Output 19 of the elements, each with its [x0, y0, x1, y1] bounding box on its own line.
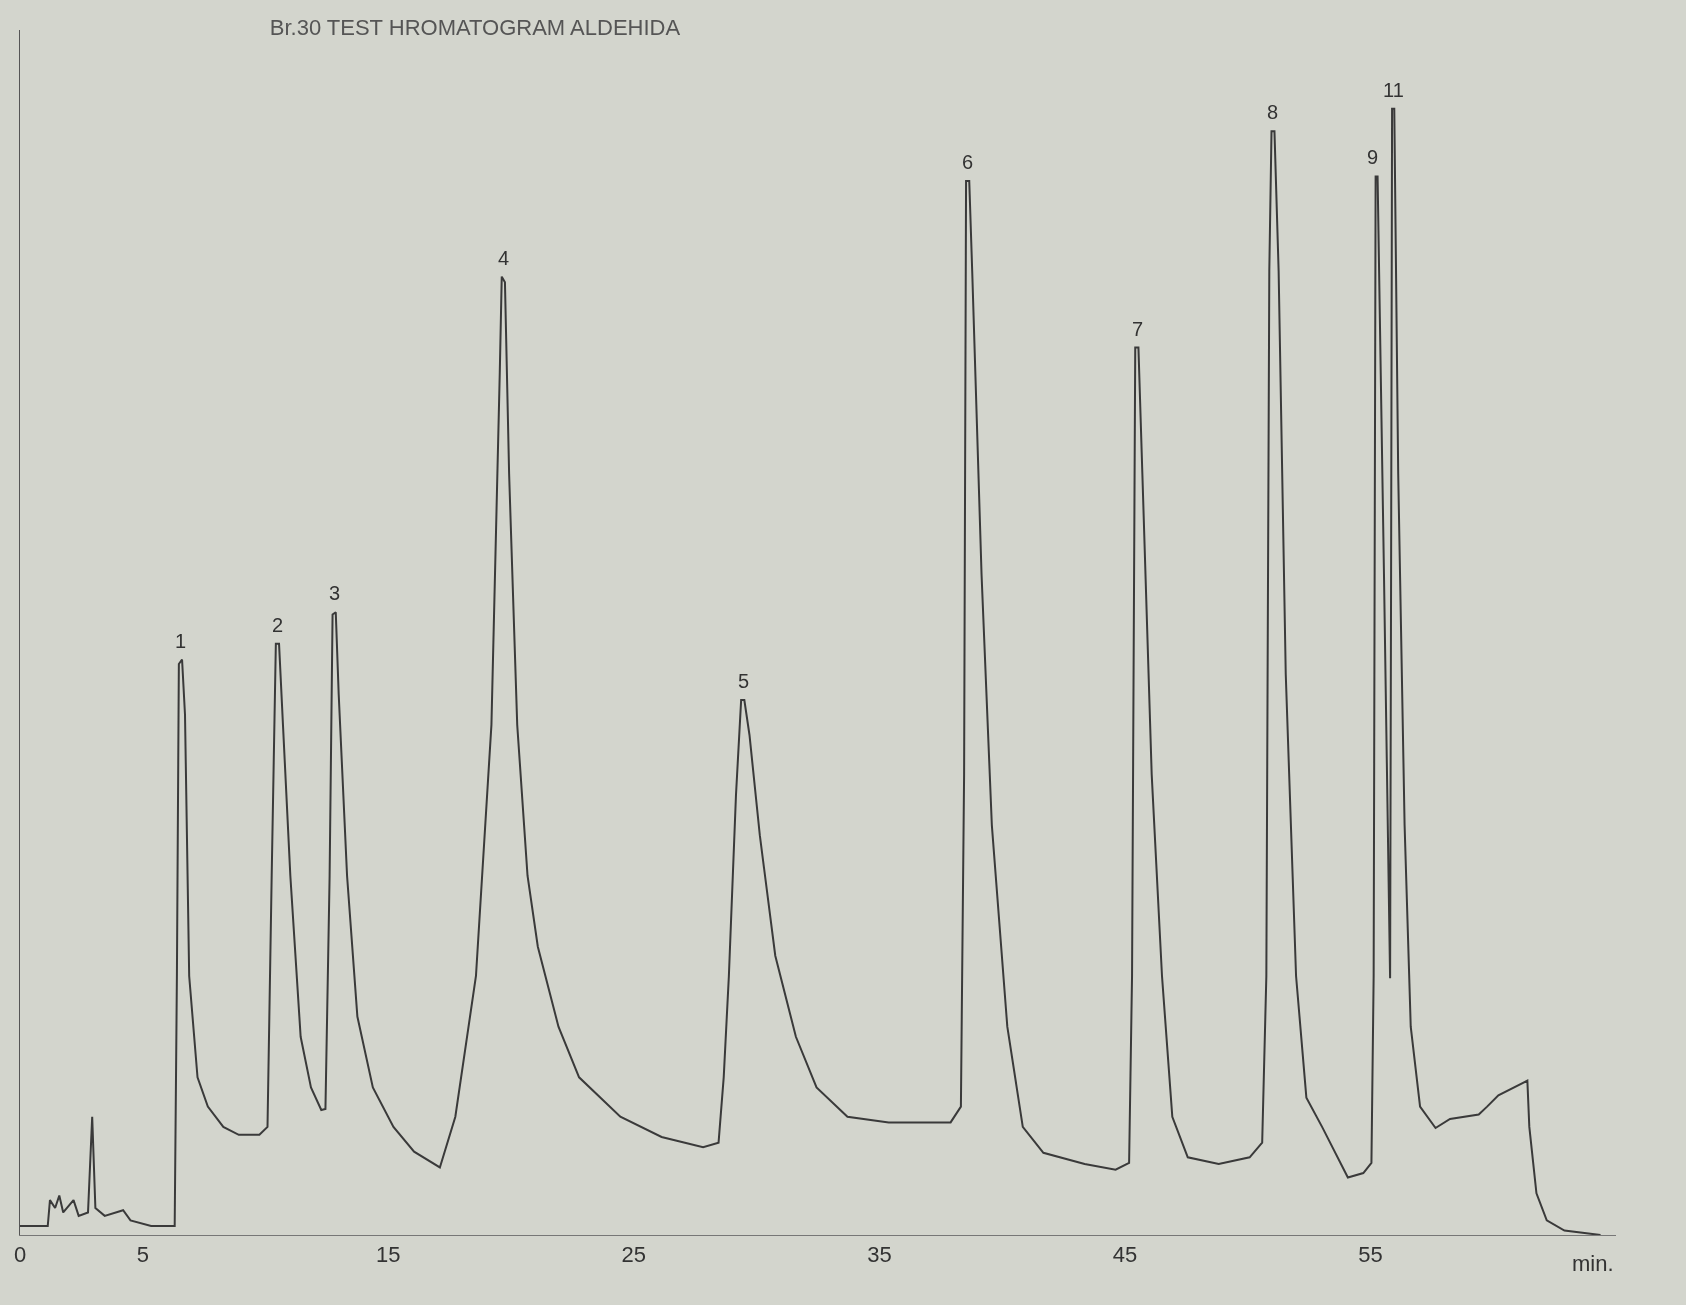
- annotation: 9: [1367, 146, 1379, 168]
- x-tick-label: 45: [1112, 1242, 1138, 1268]
- annotation: 5: [738, 670, 750, 692]
- x-tick-label: 0: [13, 1242, 27, 1268]
- x-tick-label: 15: [376, 1242, 401, 1268]
- annotation: 11: [1383, 79, 1404, 101]
- annotation: 4: [498, 247, 510, 269]
- chart-title: Br.30 TEST HROMATOGRAM ALDEHIDA: [269, 14, 681, 40]
- annotation: 1: [175, 630, 187, 652]
- x-tick-label: 55: [1358, 1242, 1383, 1268]
- x-tick-label: 35: [867, 1242, 892, 1268]
- x-tick-label: 25: [621, 1242, 647, 1268]
- annotation: 7: [1132, 318, 1144, 340]
- annotation: 3: [329, 582, 341, 604]
- annotation: 2: [272, 614, 284, 636]
- x-axis-title: min.: [1572, 1251, 1614, 1276]
- annotation: 6: [962, 151, 974, 173]
- x-tick-label: 5: [136, 1242, 149, 1268]
- annotation: 8: [1267, 101, 1279, 123]
